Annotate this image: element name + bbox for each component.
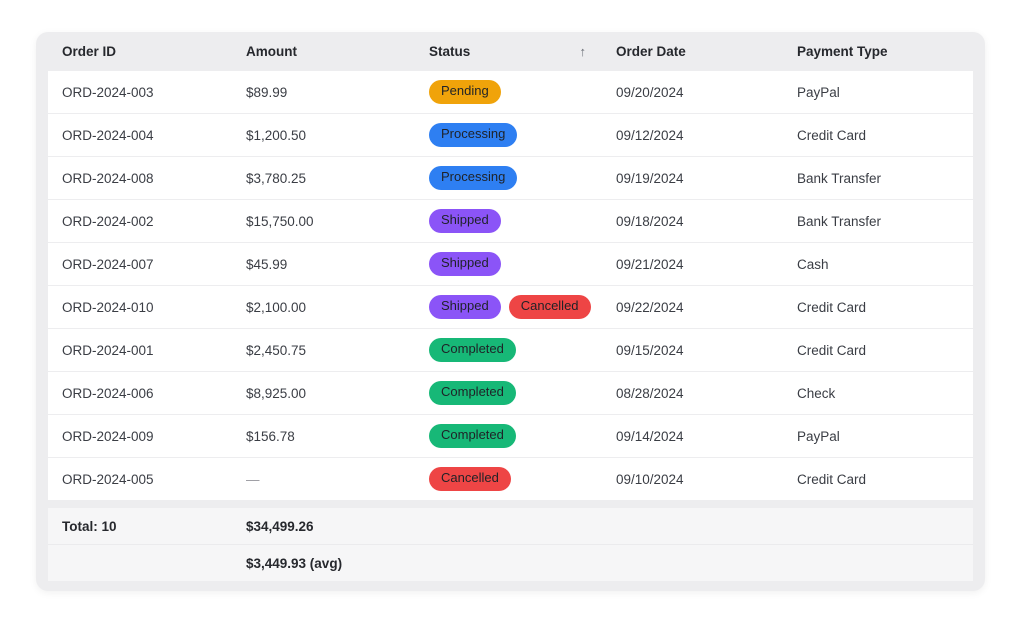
payment-type-cell: Cash bbox=[797, 256, 829, 272]
amount-cell: $2,450.75 bbox=[246, 342, 307, 358]
order-date-cell: 09/22/2024 bbox=[616, 299, 684, 315]
amount-cell: $2,100.00 bbox=[246, 299, 307, 315]
order-id-cell: ORD-2024-010 bbox=[62, 299, 154, 315]
table-row[interactable]: ORD-2024-003 $89.99 Pending 09/20/2024 P… bbox=[48, 71, 973, 113]
table-row[interactable]: ORD-2024-002 $15,750.00 Shipped 09/18/20… bbox=[48, 200, 973, 242]
table-row[interactable]: ORD-2024-008 $3,780.25 Processing 09/19/… bbox=[48, 157, 973, 199]
status-badge-processing: Processing bbox=[429, 123, 518, 147]
payment-type-cell: Credit Card bbox=[797, 471, 867, 487]
status-cell: Shipped bbox=[415, 252, 602, 276]
order-date-cell: 09/10/2024 bbox=[616, 471, 684, 487]
status-cell: Completed bbox=[415, 338, 602, 362]
order-id-cell: ORD-2024-003 bbox=[62, 84, 154, 100]
status-badge-shipped: Shipped bbox=[429, 209, 501, 233]
order-id-cell: ORD-2024-008 bbox=[62, 170, 154, 186]
status-badge-cancelled: Cancelled bbox=[508, 295, 591, 319]
order-id-cell: ORD-2024-002 bbox=[62, 213, 154, 229]
table-body: ORD-2024-003 $89.99 Pending 09/20/2024 P… bbox=[48, 71, 973, 500]
footer-total-row: Total: 10 $34,499.26 bbox=[48, 508, 973, 544]
table-row[interactable]: ORD-2024-006 $8,925.00 Completed 08/28/2… bbox=[48, 372, 973, 414]
status-cell: Processing bbox=[415, 123, 602, 147]
status-cell: Shipped Cancelled bbox=[415, 295, 602, 319]
order-date-cell: 09/14/2024 bbox=[616, 428, 684, 444]
status-cell: Shipped bbox=[415, 209, 602, 233]
order-date-cell: 09/20/2024 bbox=[616, 84, 684, 100]
payment-type-cell: Bank Transfer bbox=[797, 170, 882, 186]
status-badge-pending: Pending bbox=[429, 80, 501, 104]
amount-cell: $156.78 bbox=[246, 428, 295, 444]
status-cell: Completed bbox=[415, 424, 602, 448]
amount-cell: — bbox=[246, 471, 260, 487]
order-id-cell: ORD-2024-009 bbox=[62, 428, 154, 444]
amount-cell: $1,200.50 bbox=[246, 127, 307, 143]
order-date-cell: 09/18/2024 bbox=[616, 213, 684, 229]
order-id-cell: ORD-2024-001 bbox=[62, 342, 154, 358]
table-row[interactable]: ORD-2024-009 $156.78 Completed 09/14/202… bbox=[48, 415, 973, 457]
table-row[interactable]: ORD-2024-004 $1,200.50 Processing 09/12/… bbox=[48, 114, 973, 156]
footer-divider bbox=[48, 544, 973, 545]
status-badge-shipped: Shipped bbox=[429, 295, 501, 319]
amount-cell: $89.99 bbox=[246, 84, 288, 100]
table-row[interactable]: ORD-2024-010 $2,100.00 Shipped Cancelled … bbox=[48, 286, 973, 328]
footer-total-label: Total: 10 bbox=[62, 518, 117, 534]
payment-type-cell: Credit Card bbox=[797, 127, 867, 143]
status-cell: Cancelled bbox=[415, 467, 602, 491]
sort-ascending-icon[interactable]: ↑ bbox=[579, 44, 587, 59]
table-footer: Total: 10 $34,499.26 $3,449.93 (avg) bbox=[48, 508, 973, 581]
amount-cell: $3,780.25 bbox=[246, 170, 307, 186]
payment-type-cell: Bank Transfer bbox=[797, 213, 882, 229]
status-badge-completed: Completed bbox=[429, 424, 516, 448]
column-header-order-id[interactable]: Order ID bbox=[62, 44, 117, 59]
order-date-cell: 09/12/2024 bbox=[616, 127, 684, 143]
column-header-status[interactable]: Status ↑ bbox=[415, 44, 602, 59]
payment-type-cell: Check bbox=[797, 385, 836, 401]
table-row[interactable]: ORD-2024-007 $45.99 Shipped 09/21/2024 C… bbox=[48, 243, 973, 285]
status-badge-shipped: Shipped bbox=[429, 252, 501, 276]
column-header-amount[interactable]: Amount bbox=[246, 44, 297, 59]
orders-table-card: Order ID Amount Status ↑ Order Date Paym… bbox=[36, 32, 985, 591]
column-header-status-label: Status bbox=[429, 44, 471, 59]
status-cell: Processing bbox=[415, 166, 602, 190]
order-date-cell: 09/19/2024 bbox=[616, 170, 684, 186]
footer-average-row: $3,449.93 (avg) bbox=[48, 545, 973, 581]
footer-average-amount: $3,449.93 (avg) bbox=[246, 555, 343, 571]
payment-type-cell: Credit Card bbox=[797, 342, 867, 358]
order-id-cell: ORD-2024-005 bbox=[62, 471, 154, 487]
status-badge-completed: Completed bbox=[429, 381, 516, 405]
column-header-order-date[interactable]: Order Date bbox=[616, 44, 686, 59]
status-badge-completed: Completed bbox=[429, 338, 516, 362]
payment-type-cell: PayPal bbox=[797, 84, 840, 100]
status-cell: Completed bbox=[415, 381, 602, 405]
amount-cell: $8,925.00 bbox=[246, 385, 307, 401]
table-row[interactable]: ORD-2024-005 — Cancelled 09/10/2024 Cred… bbox=[48, 458, 973, 500]
payment-type-cell: Credit Card bbox=[797, 299, 867, 315]
status-badge-cancelled: Cancelled bbox=[429, 467, 511, 491]
status-cell: Pending bbox=[415, 80, 602, 104]
order-id-cell: ORD-2024-006 bbox=[62, 385, 154, 401]
column-header-payment-type[interactable]: Payment Type bbox=[797, 44, 888, 59]
order-id-cell: ORD-2024-007 bbox=[62, 256, 154, 272]
amount-cell: $45.99 bbox=[246, 256, 288, 272]
order-date-cell: 08/28/2024 bbox=[616, 385, 684, 401]
order-date-cell: 09/21/2024 bbox=[616, 256, 684, 272]
table-row[interactable]: ORD-2024-001 $2,450.75 Completed 09/15/2… bbox=[48, 329, 973, 371]
footer-total-amount: $34,499.26 bbox=[246, 518, 314, 534]
status-badge-processing: Processing bbox=[429, 166, 518, 190]
table-header-row: Order ID Amount Status ↑ Order Date Paym… bbox=[48, 32, 973, 71]
payment-type-cell: PayPal bbox=[797, 428, 840, 444]
amount-cell: $15,750.00 bbox=[246, 213, 314, 229]
order-date-cell: 09/15/2024 bbox=[616, 342, 684, 358]
order-id-cell: ORD-2024-004 bbox=[62, 127, 154, 143]
